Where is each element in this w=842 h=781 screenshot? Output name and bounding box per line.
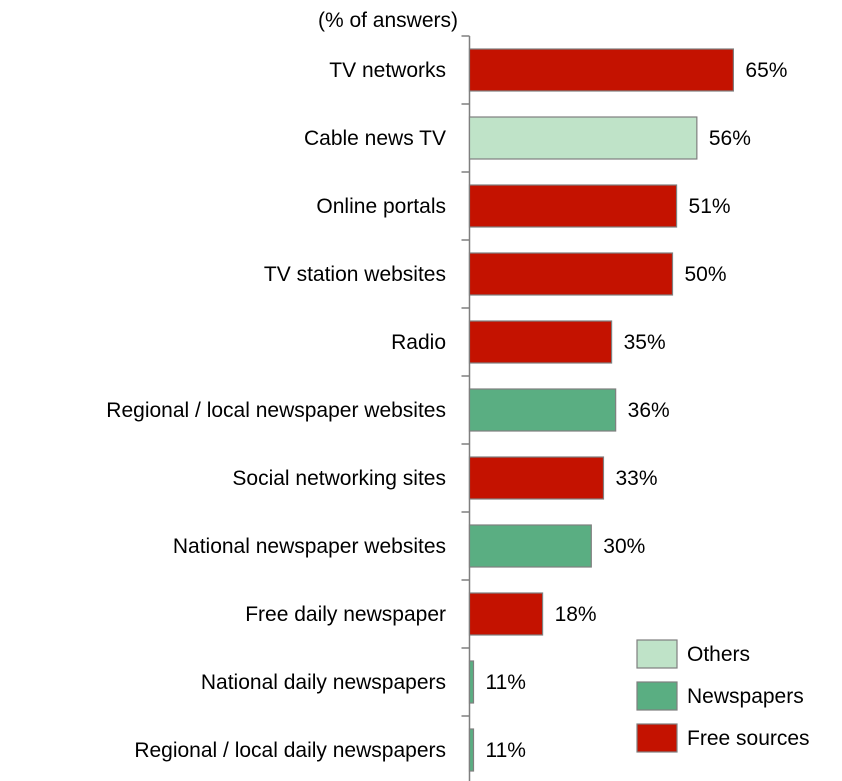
value-label: 56% xyxy=(709,127,751,150)
legend-swatch xyxy=(636,681,678,711)
bar xyxy=(468,320,613,364)
category-label: Cable news TV xyxy=(304,127,446,150)
legend-swatch xyxy=(636,639,678,669)
legend-label: Newspapers xyxy=(687,685,804,708)
value-label: 11% xyxy=(486,739,526,762)
value-label: 50% xyxy=(685,263,727,286)
category-label: TV station websites xyxy=(264,263,446,286)
category-label: Online portals xyxy=(316,195,446,218)
bar xyxy=(468,184,678,228)
bar xyxy=(468,524,592,568)
value-label: 51% xyxy=(689,195,731,218)
category-label: Regional / local newspaper websites xyxy=(106,399,446,422)
legend-label: Others xyxy=(687,643,750,666)
bar xyxy=(468,728,475,772)
bar xyxy=(468,48,734,92)
bar xyxy=(468,592,544,636)
value-label: 36% xyxy=(628,399,670,422)
category-axis xyxy=(461,35,471,781)
value-label: 33% xyxy=(615,467,657,490)
bar xyxy=(468,252,674,296)
value-label: 11% xyxy=(486,671,526,694)
category-labels: TV networks Cable news TV Online portals TV… xyxy=(106,59,446,762)
value-labels: 65% 56% 51% 50% 35% 36% 33% 30% 18% 11% 11% xyxy=(486,59,788,762)
category-label: Radio xyxy=(391,331,446,354)
value-label: 18% xyxy=(555,603,597,626)
legend: Others Newspapers Free sources xyxy=(636,639,810,753)
legend-swatch xyxy=(636,723,678,753)
unit-note: (% of answers) xyxy=(318,9,458,32)
category-label: Regional / local daily newspapers xyxy=(134,739,446,762)
category-label: National newspaper websites xyxy=(173,535,446,558)
bar xyxy=(468,456,605,500)
bar xyxy=(468,660,475,704)
category-label: Social networking sites xyxy=(232,467,446,490)
category-label: TV networks xyxy=(329,59,446,82)
value-label: 35% xyxy=(624,331,666,354)
value-label: 65% xyxy=(745,59,787,82)
bar xyxy=(468,116,698,160)
category-label: Free daily newspaper xyxy=(245,603,446,626)
category-label: National daily newspapers xyxy=(201,671,446,694)
value-label: 30% xyxy=(603,535,645,558)
legend-label: Free sources xyxy=(687,727,810,750)
bars xyxy=(468,48,734,772)
bar xyxy=(468,388,617,432)
